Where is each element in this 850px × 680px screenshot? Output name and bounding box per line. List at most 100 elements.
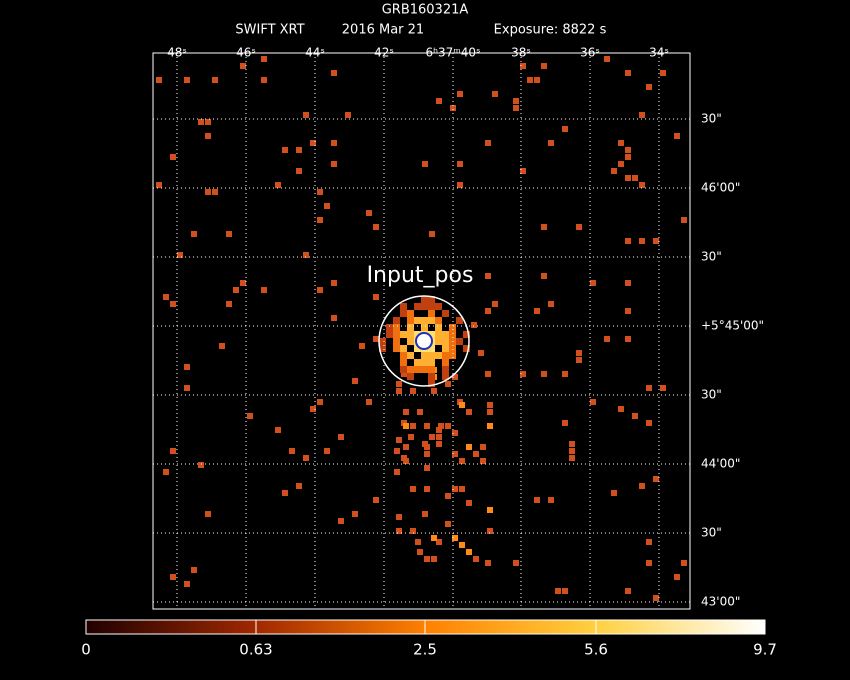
dec-label: 46'00" xyxy=(701,181,740,195)
event-pixel xyxy=(303,112,309,118)
event-pixel xyxy=(359,343,365,349)
event-pixel xyxy=(452,430,458,436)
event-pixel xyxy=(240,280,246,286)
event-pixel xyxy=(393,338,400,345)
event-pixel xyxy=(625,70,631,76)
event-pixel xyxy=(414,366,421,373)
event-pixel xyxy=(492,301,498,307)
event-pixel xyxy=(379,345,386,352)
event-pixel xyxy=(457,91,463,97)
event-pixel xyxy=(400,310,407,317)
event-pixel xyxy=(452,486,458,492)
event-pixel xyxy=(184,77,190,83)
event-pixel xyxy=(396,514,402,520)
event-pixel xyxy=(459,486,465,492)
event-pixel xyxy=(212,189,218,195)
event-pixel xyxy=(410,486,416,492)
event-pixel xyxy=(646,560,652,566)
event-pixel xyxy=(170,574,176,580)
coordinate-grid: 48ˢ 46ˢ 44ˢ 42ˢ 6ʰ37ᵐ40ˢ 38ˢ 36ˢ 34ˢ30"46'00"30… xyxy=(153,46,764,609)
event-pixel xyxy=(541,224,547,230)
event-pixel xyxy=(421,296,428,303)
event-pixel xyxy=(435,303,442,310)
event-pixel xyxy=(590,280,596,286)
colorbar-label: 0.63 xyxy=(239,641,272,659)
event-pixel xyxy=(442,345,449,352)
event-pixel xyxy=(431,535,437,541)
event-pixel xyxy=(435,352,442,359)
event-pixel xyxy=(198,119,204,125)
source-label: Input_pos xyxy=(367,263,474,288)
event-pixel xyxy=(534,497,540,503)
event-pixel xyxy=(170,154,176,160)
event-pixel xyxy=(324,448,330,454)
event-pixel xyxy=(394,448,400,454)
event-pixel xyxy=(520,371,526,377)
event-pixel xyxy=(625,588,631,594)
event-pixel xyxy=(261,77,267,83)
colorbar-label: 2.5 xyxy=(413,641,437,659)
event-pixel xyxy=(457,161,463,167)
event-pixel xyxy=(424,556,430,562)
event-pixel xyxy=(421,303,428,310)
event-pixel xyxy=(261,56,267,62)
event-pixel xyxy=(400,345,407,352)
event-pixel xyxy=(442,373,449,380)
event-pixel xyxy=(548,497,554,503)
event-pixel xyxy=(429,434,435,440)
event-pixel xyxy=(198,462,204,468)
event-pixel xyxy=(205,189,211,195)
event-pixel xyxy=(429,231,435,237)
event-pixel xyxy=(445,493,451,499)
event-pixel xyxy=(576,357,582,363)
event-pixel xyxy=(421,317,428,324)
event-pixel xyxy=(487,528,493,534)
event-pixel xyxy=(428,345,435,352)
event-pixel xyxy=(205,133,211,139)
event-pixel xyxy=(421,352,428,359)
image-frame xyxy=(152,52,691,610)
event-pixel xyxy=(170,448,176,454)
event-pixel xyxy=(466,444,472,450)
event-pixel xyxy=(163,469,169,475)
event-pixel xyxy=(366,399,372,405)
event-pixel xyxy=(366,210,372,216)
event-pixel xyxy=(485,273,491,279)
event-pixel xyxy=(445,521,451,527)
event-pixel xyxy=(459,542,465,548)
event-pixel xyxy=(442,359,449,366)
event-pixel xyxy=(310,140,316,146)
event-pixel xyxy=(646,385,652,391)
event-pixel xyxy=(442,366,449,373)
colorbar-label: 0 xyxy=(81,641,91,659)
colorbar-label: 9.7 xyxy=(753,641,777,659)
event-pixel xyxy=(576,224,582,230)
event-pixel xyxy=(457,182,463,188)
event-pixel xyxy=(590,399,596,405)
event-pixel xyxy=(660,385,666,391)
event-pixel xyxy=(485,308,491,314)
event-pixel xyxy=(414,317,421,324)
event-pixel xyxy=(442,338,449,345)
event-pixel xyxy=(400,359,407,366)
event-pixel xyxy=(394,469,400,475)
event-pixel xyxy=(681,560,687,566)
event-pixel xyxy=(431,556,437,562)
position-marker xyxy=(415,332,433,350)
event-pixel xyxy=(424,423,430,429)
event-pixel xyxy=(317,189,323,195)
event-pixel xyxy=(569,441,575,447)
event-pixel xyxy=(431,388,437,394)
event-pixel xyxy=(422,161,428,167)
event-pixel xyxy=(373,224,379,230)
event-pixel xyxy=(653,238,659,244)
event-pixel xyxy=(632,175,638,181)
event-pixel xyxy=(396,388,402,394)
event-pixel xyxy=(400,303,407,310)
event-pixel xyxy=(534,77,540,83)
event-pixel xyxy=(226,231,232,237)
event-pixel xyxy=(604,336,610,342)
event-pixel xyxy=(520,63,526,69)
colorbar-labels: 0 0.63 2.5 5.6 9.7 xyxy=(81,620,777,659)
event-pixel xyxy=(415,539,421,545)
